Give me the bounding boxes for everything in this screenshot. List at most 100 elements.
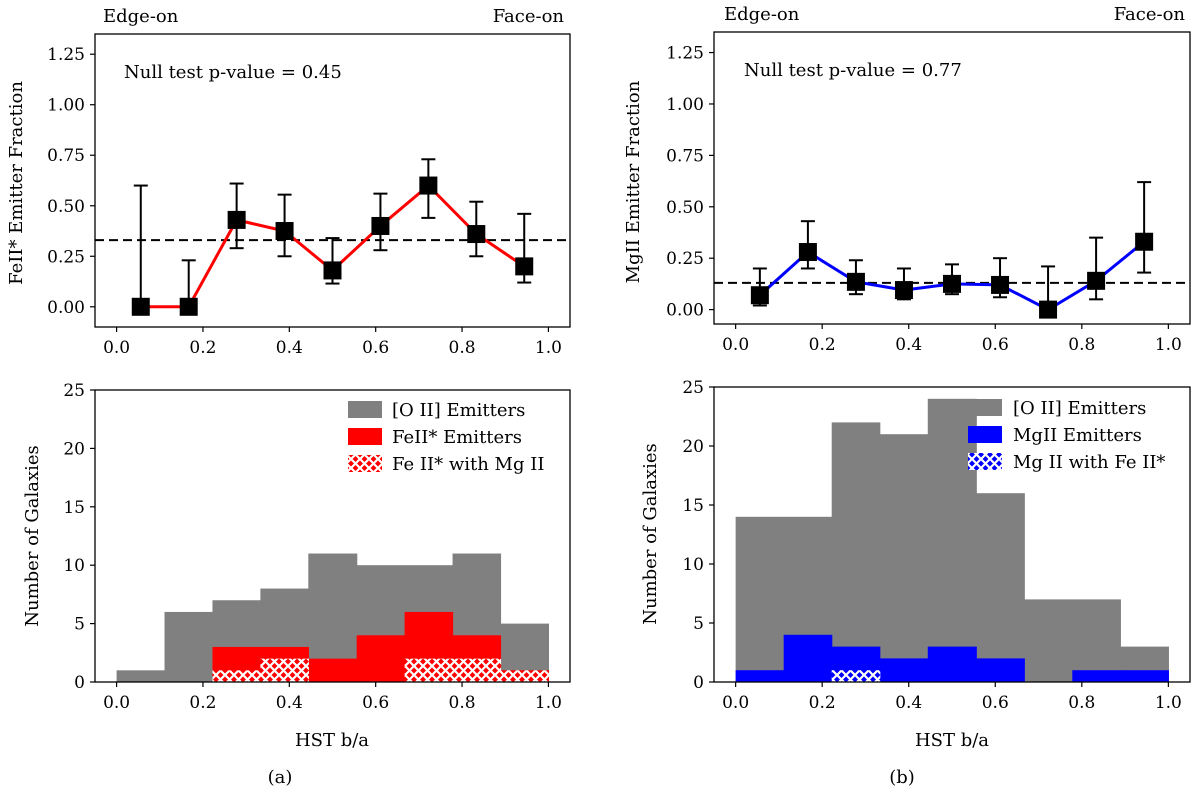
y-axis-label-b-bottom: Number of Galaxies (640, 443, 661, 625)
plot-area-a-bottom: 0.0 0.2 0.4 0.6 0.8 1.0 0 5 10 15 20 25 (63, 381, 562, 713)
hist-bar-a-bottom-series-1 (356, 635, 406, 682)
x-tick-label-b-top: 1.0 (1155, 335, 1182, 355)
y-tick-label-b-bottom: 10 (682, 555, 704, 575)
null-test-annotation-a: Null test p-value = 0.45 (124, 62, 342, 83)
axes-frame-a-top (94, 33, 571, 328)
x-axis-label-b-bottom: HST b/a (915, 730, 989, 751)
hist-bar-b-bottom-series-0 (879, 434, 929, 682)
plot-area-b-top: 0.0 0.2 0.4 0.6 0.8 1.0 0.00 0.25 0.50 0.75 1.00 1.… (666, 44, 1190, 355)
data-point-b-top (1135, 232, 1154, 251)
x-tick-label-a-bottom: 1.0 (535, 693, 562, 713)
data-point-a-top (515, 257, 534, 276)
legend-swatch-oii-a (348, 401, 382, 418)
data-point-a-top (419, 176, 438, 195)
hist-bar-b-bottom-series-1 (1120, 670, 1169, 682)
x-tick-label-b-top: 0.4 (895, 335, 922, 355)
y-tick-label-b-top: 1.25 (666, 44, 704, 64)
legend-swatch-mgii-b (968, 426, 1002, 443)
axes-frame-a-bottom (94, 389, 571, 683)
hist-bar-b-bottom-series-1 (1072, 670, 1121, 682)
x-tick-label-a-bottom: 0.2 (189, 693, 216, 713)
legend-swatch-feii-a (348, 428, 382, 445)
hist-bar-b-bottom-series-1 (976, 658, 1025, 682)
y-tick-label-a-bottom: 15 (63, 498, 85, 518)
data-point-b-top (943, 274, 961, 293)
panel-a-top: Edge-on Face-on 0.0 0.2 0.4 0.6 0.8 1.00.000.… (6, 6, 571, 358)
hist-bar-b-bottom-series-0 (735, 516, 785, 682)
legend-label-feii-mgii-a: Fe II* with Mg II (392, 454, 544, 475)
x-tick-label-b-bottom: 1.0 (1155, 693, 1182, 713)
hist-bar-b-bottom-series-0 (1024, 599, 1073, 682)
x-tick-label-b-top: 0.2 (809, 335, 836, 355)
hist-bar-a-bottom-series-2 (260, 658, 309, 682)
y-tick-label-b-top: 0.25 (666, 249, 704, 269)
legend-label-mgii-b: MgII Emitters (1013, 425, 1142, 446)
panel-a-bottom: 0.0 0.2 0.4 0.6 0.8 1.0 0 5 10 15 20 25 Number of G… (22, 381, 571, 751)
data-point-a-top (467, 225, 486, 244)
hist-bar-b-bottom-series-0 (976, 493, 1025, 682)
hist-bar-a-bottom-series-2 (212, 670, 261, 682)
y-tick-label-b-top: 0.75 (666, 146, 704, 166)
y-tick-label-b-bottom: 25 (682, 378, 704, 398)
x-tick-label-a-bottom: 0.8 (449, 693, 476, 713)
y-tick-label-a-bottom: 10 (63, 556, 85, 576)
corner-label-face-on-b: Face-on (1114, 4, 1186, 25)
y-tick-label-b-bottom: 20 (682, 437, 704, 457)
data-point-b-top (894, 281, 913, 300)
legend-label-oii-a: [O II] Emitters (392, 400, 525, 421)
y-tick-label-a-top: 0.00 (47, 298, 85, 318)
data-point-b-top (1087, 271, 1106, 290)
y-tick-label-a-top: 1.00 (47, 96, 85, 116)
caption-b: (b) (889, 767, 915, 788)
data-point-b-top (846, 272, 865, 291)
x-tick-label-a-top: 0.4 (276, 338, 303, 358)
y-axis-label-a-top: FeII* Emitter Fraction (6, 81, 27, 285)
null-test-annotation-b: Null test p-value = 0.77 (744, 60, 962, 81)
corner-label-face-on: Face-on (493, 6, 565, 27)
y-tick-label-a-bottom: 25 (63, 381, 85, 401)
hist-bar-b-bottom-series-2 (831, 670, 881, 682)
data-point-b-top (991, 275, 1010, 294)
data-point-b-top (1039, 300, 1058, 319)
y-axis-label-b-top: MgII Emitter Fraction (623, 80, 644, 283)
data-point-a-top (227, 210, 246, 229)
axes-frame-b-bottom (713, 386, 1191, 683)
hist-bar-a-bottom-series-1 (308, 658, 358, 682)
hist-bar-a-bottom-series-0 (164, 611, 214, 682)
hist-bar-b-bottom-series-1 (879, 658, 929, 682)
y-axis-label-a-bottom: Number of Galaxies (22, 445, 43, 627)
legend-b: [O II] Emitters MgII Emitters Mg II with… (968, 398, 1165, 473)
x-tick-label-b-bottom: 0.2 (809, 693, 836, 713)
plot-area-a-top: 0.0 0.2 0.4 0.6 0.8 1.0 0.00 0.25 0.50 0.75 1.00 1.… (47, 45, 570, 358)
hist-bar-a-bottom-series-2 (452, 658, 502, 682)
hist-bar-a-bottom-series-0 (116, 670, 166, 682)
hist-bar-b-bottom-series-1 (735, 670, 785, 682)
x-tick-label-a-top: 1.0 (535, 338, 562, 358)
data-point-a-top (323, 261, 342, 280)
x-tick-label-b-top: 0.8 (1068, 335, 1095, 355)
hist-bar-b-bottom-series-1 (927, 646, 977, 682)
hist-bar-a-bottom-series-2 (500, 670, 550, 682)
x-tick-label-b-top: 0.0 (722, 335, 749, 355)
data-point-a-top (179, 297, 198, 316)
data-point-a-top (275, 222, 294, 241)
x-tick-label-a-top: 0.2 (189, 338, 216, 358)
panel-b-bottom: 0.0 0.2 0.4 0.6 0.8 1.0 0 5 10 15 20 25 Number of G… (640, 378, 1191, 751)
hist-bar-a-bottom-series-2 (404, 658, 454, 682)
panel-b-top: Edge-on Face-on 0.0 0.2 0.4 0.6 0.8 1.00.000.… (623, 4, 1191, 355)
legend-label-feii-a: FeII* Emitters (392, 427, 522, 448)
y-tick-label-a-top: 0.25 (47, 247, 85, 267)
corner-label-edge-on-b: Edge-on (724, 4, 800, 25)
y-tick-label-b-bottom: 5 (693, 614, 704, 634)
data-point-a-top (371, 216, 390, 235)
x-tick-label-a-top: 0.6 (362, 338, 389, 358)
x-tick-label-a-bottom: 0.4 (276, 693, 303, 713)
y-tick-label-a-bottom: 5 (74, 615, 85, 635)
legend-swatch-feii-mgii-a (348, 455, 382, 472)
x-tick-label-a-bottom: 0.6 (362, 693, 389, 713)
x-tick-label-a-bottom: 0.0 (103, 693, 130, 713)
y-tick-label-a-top: 0.50 (47, 197, 85, 217)
y-tick-label-b-top: 0.50 (666, 198, 704, 218)
hist-bar-b-bottom-series-0 (927, 398, 977, 682)
